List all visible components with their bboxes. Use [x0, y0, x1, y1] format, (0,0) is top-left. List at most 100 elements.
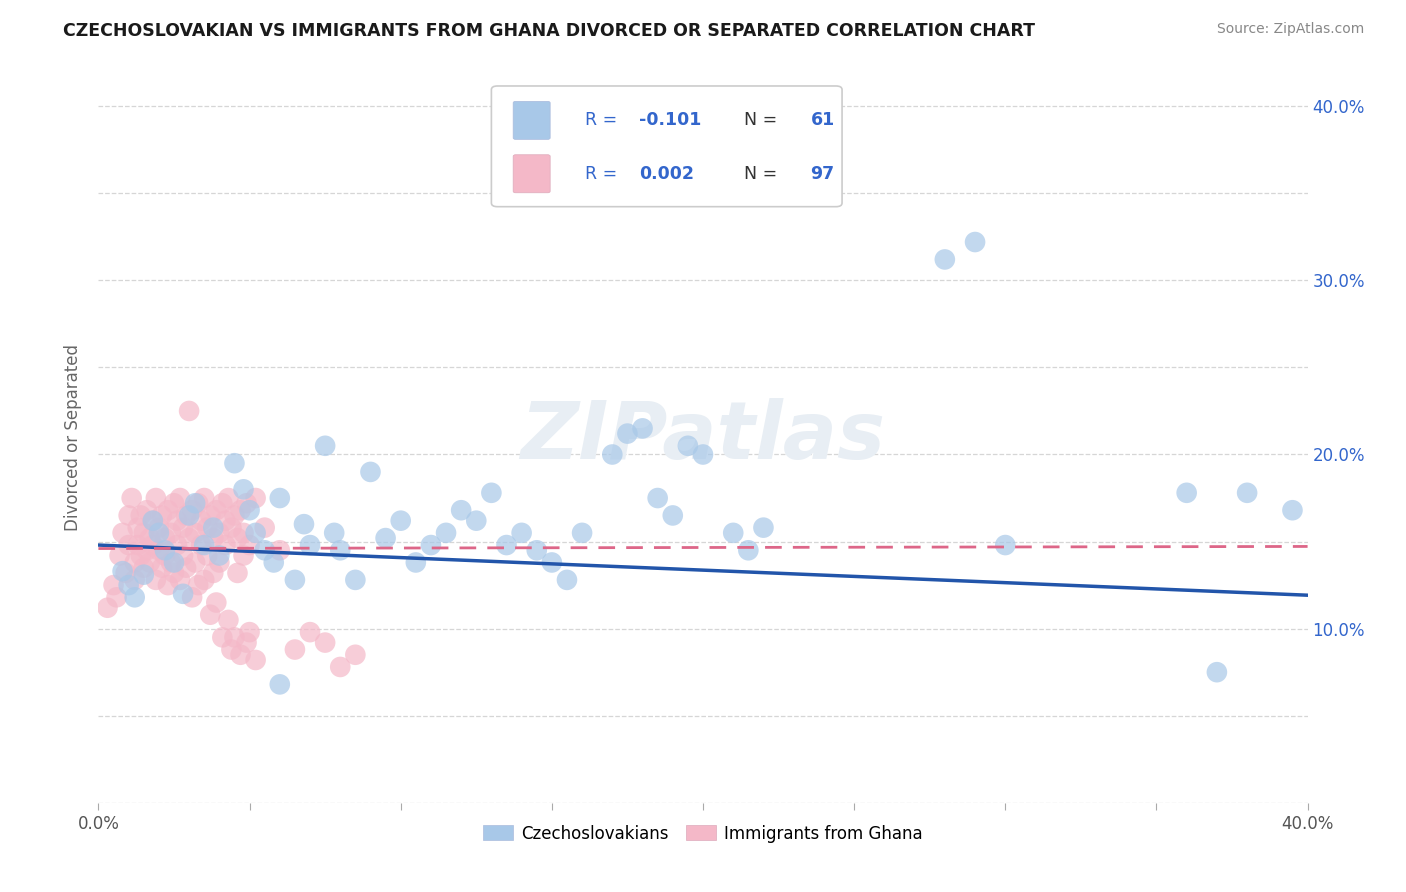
Point — [232, 549, 254, 563]
Point — [752, 521, 775, 535]
Point — [195, 521, 218, 535]
Point — [200, 508, 222, 523]
Point — [96, 600, 118, 615]
Point — [239, 503, 262, 517]
Point — [179, 531, 201, 545]
Point — [172, 549, 194, 563]
Point — [193, 538, 215, 552]
Point — [344, 573, 367, 587]
Point — [132, 560, 155, 574]
Point — [118, 578, 141, 592]
Text: R =: R = — [585, 112, 623, 129]
Point — [163, 556, 186, 570]
Point — [205, 595, 228, 609]
Point — [166, 538, 188, 552]
Point — [299, 625, 322, 640]
Point — [108, 549, 131, 563]
Point — [217, 491, 239, 505]
Text: 0.002: 0.002 — [638, 165, 695, 183]
Point — [129, 508, 152, 523]
Point — [208, 525, 231, 540]
Point — [1175, 485, 1198, 500]
Point — [269, 491, 291, 505]
Text: N =: N = — [734, 165, 783, 183]
Point — [934, 252, 956, 267]
Point — [232, 525, 254, 540]
Point — [156, 578, 179, 592]
Point — [217, 613, 239, 627]
Point — [202, 521, 225, 535]
FancyBboxPatch shape — [513, 102, 550, 139]
Point — [221, 521, 243, 535]
Point — [142, 538, 165, 552]
Text: CZECHOSLOVAKIAN VS IMMIGRANTS FROM GHANA DIVORCED OR SEPARATED CORRELATION CHART: CZECHOSLOVAKIAN VS IMMIGRANTS FROM GHANA… — [63, 22, 1035, 40]
Point — [187, 578, 209, 592]
Point — [179, 508, 201, 523]
Text: N =: N = — [734, 112, 783, 129]
Y-axis label: Divorced or Separated: Divorced or Separated — [65, 343, 83, 531]
Point — [526, 543, 548, 558]
Point — [150, 560, 173, 574]
Point — [172, 521, 194, 535]
Text: 97: 97 — [811, 165, 835, 183]
Text: ZIPatlas: ZIPatlas — [520, 398, 886, 476]
Point — [160, 556, 183, 570]
Point — [205, 503, 228, 517]
Point — [1281, 503, 1303, 517]
Point — [211, 496, 233, 510]
Point — [187, 496, 209, 510]
Point — [661, 508, 683, 523]
Point — [1206, 665, 1229, 680]
Point — [153, 549, 176, 563]
Point — [190, 514, 212, 528]
Point — [111, 525, 134, 540]
Point — [229, 648, 252, 662]
Point — [284, 573, 307, 587]
Point — [224, 456, 246, 470]
Point — [269, 677, 291, 691]
Point — [148, 543, 170, 558]
Point — [299, 538, 322, 552]
Point — [181, 503, 204, 517]
Point — [208, 556, 231, 570]
Point — [692, 448, 714, 462]
Point — [169, 491, 191, 505]
Point — [127, 521, 149, 535]
Point — [994, 538, 1017, 552]
Point — [224, 631, 246, 645]
Point — [269, 543, 291, 558]
Point — [214, 538, 236, 552]
Point — [450, 503, 472, 517]
Point — [571, 525, 593, 540]
Point — [434, 525, 457, 540]
Point — [124, 556, 146, 570]
Point — [179, 404, 201, 418]
Point — [142, 514, 165, 528]
Point — [200, 607, 222, 622]
Point — [148, 521, 170, 535]
Point — [555, 573, 578, 587]
Point — [245, 525, 267, 540]
Point — [202, 531, 225, 545]
Point — [263, 556, 285, 570]
Point — [169, 573, 191, 587]
Point — [145, 573, 167, 587]
Point — [121, 491, 143, 505]
Point — [495, 538, 517, 552]
Point — [103, 578, 125, 592]
Point — [284, 642, 307, 657]
Point — [420, 538, 443, 552]
Point — [156, 503, 179, 517]
Point — [292, 517, 315, 532]
Point — [127, 538, 149, 552]
Point — [153, 543, 176, 558]
Point — [329, 543, 352, 558]
Point — [245, 491, 267, 505]
Point — [602, 448, 624, 462]
Point — [616, 426, 638, 441]
Point — [235, 635, 257, 649]
Point — [208, 549, 231, 563]
Point — [166, 514, 188, 528]
Point — [510, 525, 533, 540]
Point — [239, 625, 262, 640]
